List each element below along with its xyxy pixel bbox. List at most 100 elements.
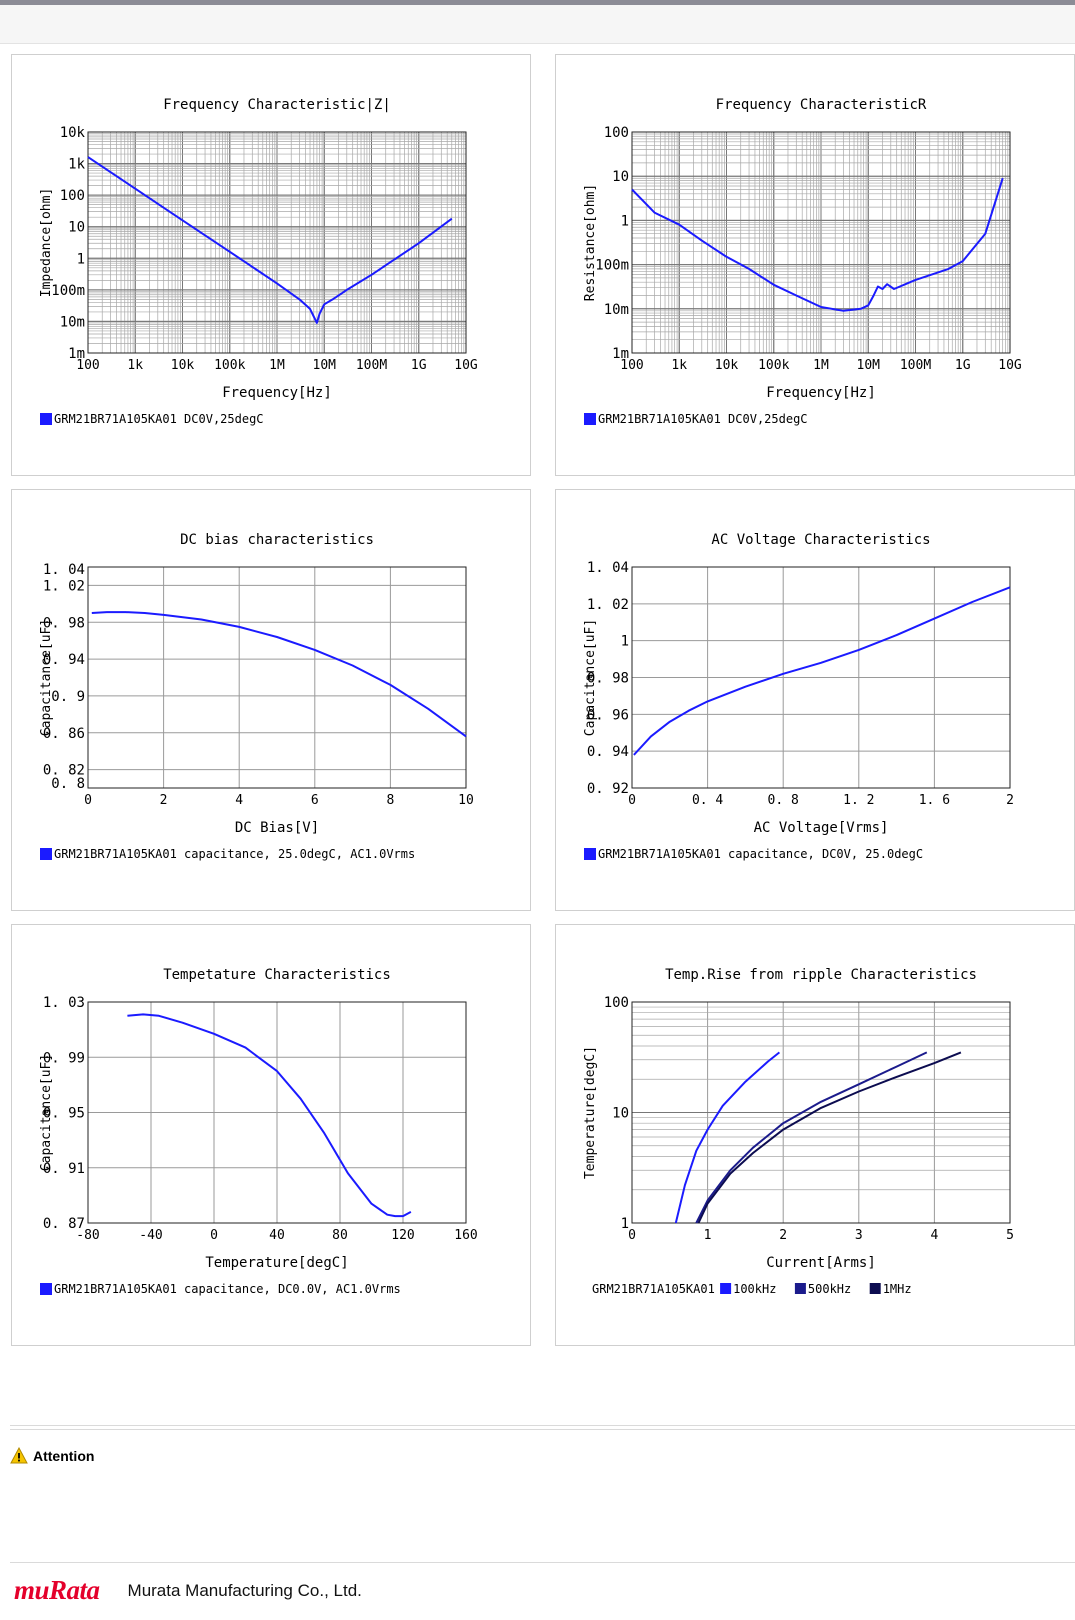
chart-dc-bias: DC bias characteristics 0 2 4 6 8 10 0. 80. 82 0… [39, 532, 474, 861]
y-axis-label: Capacitance[uF] [583, 619, 598, 736]
grid [631, 1001, 1011, 1224]
series-line-0 [127, 1013, 412, 1218]
y-tick-label: 0. 86 [43, 726, 85, 742]
series-line-0 [91, 611, 467, 738]
legend: GRM21BR71A105KA01 DC0V,25degC [584, 412, 808, 426]
x-tick-label: 100 [620, 358, 643, 373]
plot-frame [631, 566, 1011, 789]
plot-frame [87, 131, 467, 354]
x-axis-label: Frequency[Hz] [766, 385, 876, 401]
y-axis-label: Resistance[ohm] [583, 184, 598, 301]
chart-panel-ac-voltage: AC Voltage Characteristics 0 0. 4 0. 8 1. 2 1… [555, 489, 1075, 911]
x-tick-label: 10M [313, 358, 337, 373]
legend: GRM21BR71A105KA01 capacitance, DC0.0V, A… [40, 1282, 401, 1296]
y-tick-label: 1 [621, 1216, 629, 1232]
murata-logo: muRata [14, 1575, 100, 1605]
legend-swatch [584, 848, 596, 860]
y-tick-label: 100m [595, 258, 629, 274]
legend-prefix: GRM21BR71A105KA01 [592, 1282, 715, 1296]
x-tick-label: 10k [171, 358, 195, 373]
y-tick-label: 0. 94 [587, 744, 629, 760]
header-strip [0, 5, 1075, 44]
x-tick-label: 4 [235, 793, 243, 808]
x-tick-label: 0 [628, 1228, 636, 1243]
legend-label: GRM21BR71A105KA01 DC0V,25degC [598, 412, 808, 426]
x-tick-label: 100k [758, 358, 789, 373]
y-tick-label: 1. 02 [587, 597, 629, 613]
x-tick-label: 0. 4 [692, 793, 723, 808]
y-tick-label: 0. 82 [43, 763, 85, 779]
grid [631, 131, 1011, 354]
y-tick-label: 0. 8 [51, 776, 85, 792]
y-tick-label: 0. 92 [587, 781, 629, 797]
series-line-1mhz [697, 1051, 962, 1224]
y-tick-label: 100 [604, 125, 629, 141]
y-tick-label: 10 [612, 1106, 629, 1122]
x-tick-label: 0 [84, 793, 92, 808]
chart-ac-voltage: AC Voltage Characteristics 0 0. 4 0. 8 1. 2 1… [583, 532, 1014, 861]
x-tick-label: 1 [704, 1228, 712, 1243]
legend-swatch [40, 1283, 52, 1295]
legend-label: GRM21BR71A105KA01 capacitance, DC0.0V, A… [54, 1282, 401, 1296]
grid [87, 566, 467, 789]
divider [10, 1562, 1075, 1563]
chart-impedance: Frequency Characteristic|Z| 100 1k 10k 100k 1… [39, 97, 478, 426]
plot-frame [87, 1001, 467, 1224]
x-tick-label: 6 [311, 793, 319, 808]
x-axis-label: Temperature[degC] [205, 1255, 348, 1271]
legend-label: GRM21BR71A105KA01 capacitance, DC0V, 25.… [598, 847, 923, 861]
series-line-500khz [695, 1051, 928, 1224]
y-tick-label: 1. 04 [587, 560, 629, 576]
x-tick-label: 10k [715, 358, 739, 373]
y-tick-label: 1. 02 [43, 578, 85, 594]
footer: muRata Murata Manufacturing Co., Ltd. [14, 1575, 362, 1606]
y-tick-label: 0. 99 [43, 1050, 85, 1066]
x-tick-label: 0 [210, 1228, 218, 1243]
y-tick-label: 1 [77, 251, 85, 267]
x-tick-label: 1k [127, 358, 143, 373]
y-tick-label: 0. 98 [587, 671, 629, 687]
y-tick-label: 10 [68, 220, 85, 236]
x-tick-label: 5 [1006, 1228, 1014, 1243]
x-tick-label: 160 [454, 1228, 477, 1243]
x-tick-label: 10M [857, 358, 881, 373]
x-tick-label: 1G [955, 358, 971, 373]
x-tick-label: 10G [454, 358, 478, 373]
plot-frame [87, 566, 467, 789]
series-line-0 [633, 586, 1011, 756]
x-axis-label: Current[Arms] [766, 1255, 876, 1271]
chart-title: Tempetature Characteristics [163, 967, 391, 983]
x-tick-label: 2 [779, 1228, 787, 1243]
y-tick-label: 10m [604, 302, 629, 318]
y-tick-label: 0. 87 [43, 1216, 85, 1232]
x-tick-label: -40 [139, 1228, 162, 1243]
series-line-0 [87, 156, 453, 324]
y-tick-label: 1. 03 [43, 995, 85, 1011]
x-tick-label: 100k [214, 358, 245, 373]
legend: GRM21BR71A105KA01 100kHz 500kHz 1MHz [592, 1282, 912, 1296]
y-tick-label: 0. 96 [587, 707, 629, 723]
chart-panel-dc-bias: DC bias characteristics 0 2 4 6 8 10 0. 8 0. 82 0… [11, 489, 531, 911]
y-tick-label: 100m [51, 283, 85, 299]
chart-title: Frequency Characteristic|Z| [163, 97, 391, 113]
divider [10, 1429, 1075, 1430]
y-tick-label: 0. 94 [43, 652, 85, 668]
y-axis-label: Temperature[degC] [583, 1046, 598, 1179]
x-tick-label: 1G [411, 358, 427, 373]
legend-label: GRM21BR71A105KA01 DC0V,25degC [54, 412, 264, 426]
x-tick-label: 10G [998, 358, 1022, 373]
x-tick-label: 2 [1006, 793, 1014, 808]
x-tick-label: 80 [332, 1228, 348, 1243]
x-tick-label: 2 [160, 793, 168, 808]
chart-panel-impedance: Frequency Characteristic|Z| 100 1k 10k 100k 1… [11, 54, 531, 476]
chart-title: DC bias characteristics [180, 532, 374, 548]
y-tick-label: 0. 91 [43, 1161, 85, 1177]
chart-resistance: Frequency CharacteristicR 100 1k 10k 100k 1M 1… [583, 97, 1022, 426]
x-tick-label: 100 [76, 358, 99, 373]
grid [87, 131, 467, 354]
plot-frame [631, 131, 1011, 354]
y-axis-label: Capacitance[uF] [39, 1054, 54, 1171]
x-tick-label: 1. 2 [843, 793, 874, 808]
legend: GRM21BR71A105KA01 capacitance, 25.0degC,… [40, 847, 415, 861]
